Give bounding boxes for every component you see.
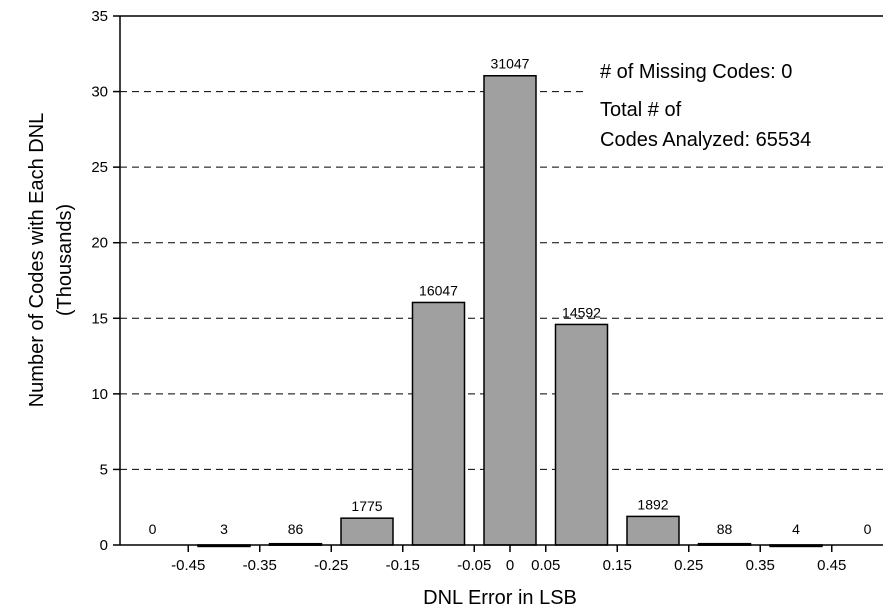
- x-tick-label: 0.15: [603, 557, 632, 574]
- x-ticks: -0.45 -0.35 -0.25 -0.15 -0.05 0 0.05 0.15 0.25 0.…: [171, 545, 846, 574]
- y-tick-label: 30: [91, 84, 108, 101]
- y-axis-title-line1: Number of Codes with Each DNL: [26, 113, 48, 408]
- x-tick-label: -0.45: [171, 557, 205, 574]
- bars: [197, 74, 823, 548]
- x-tick-label: 0.35: [746, 557, 775, 574]
- bar: [554, 323, 609, 546]
- x-tick-label: -0.15: [386, 557, 420, 574]
- bar: [340, 517, 394, 546]
- y-ticks: 0 5 10 15 20 25 30 35: [91, 8, 120, 554]
- bar: [411, 301, 466, 546]
- y-axis-title-line2: (Thousands): [54, 204, 76, 316]
- y-tick-label: 0: [100, 537, 108, 554]
- y-tick-label: 10: [91, 386, 108, 403]
- bar-value-label: 88: [717, 521, 733, 537]
- y-tick-label: 25: [91, 159, 108, 176]
- x-tick-label: 0.25: [674, 557, 703, 574]
- missing-codes-note: # of Missing Codes: 0: [600, 61, 792, 83]
- y-tick-label: 35: [91, 8, 108, 25]
- x-tick-label: 0.45: [817, 557, 846, 574]
- bar: [483, 74, 537, 546]
- total-codes-note-line2: Codes Analyzed: 65534: [600, 129, 811, 151]
- axes: [119, 15, 883, 546]
- bar-value-label: 3: [220, 521, 228, 537]
- x-axis-title: DNL Error in LSB: [423, 587, 577, 609]
- y-tick-label: 20: [91, 235, 108, 252]
- bar-value-labels: 0 3 86 1775 16047 31047 14592 1892 88 4 0: [149, 56, 872, 537]
- bar-value-label: 1892: [637, 496, 668, 512]
- bar-value-label: 4: [792, 521, 800, 537]
- bar-value-label: 16047: [419, 282, 458, 298]
- x-tick-label: 0: [506, 557, 514, 574]
- y-tick-label: 5: [100, 461, 108, 478]
- x-tick-label: -0.25: [314, 557, 348, 574]
- x-tick-label: -0.05: [457, 557, 491, 574]
- bar-value-label: 0: [149, 521, 157, 537]
- x-tick-label: -0.35: [243, 557, 277, 574]
- bar-value-label: 14592: [562, 304, 601, 320]
- bar-value-label: 31047: [491, 56, 530, 72]
- y-tick-label: 15: [91, 310, 108, 327]
- bar: [626, 515, 680, 546]
- bar-value-label: 1775: [351, 498, 382, 514]
- bar-value-label: 0: [864, 521, 872, 537]
- total-codes-note-line1: Total # of: [600, 99, 682, 121]
- x-tick-label: 0.05: [531, 557, 560, 574]
- bar-value-label: 86: [288, 521, 304, 537]
